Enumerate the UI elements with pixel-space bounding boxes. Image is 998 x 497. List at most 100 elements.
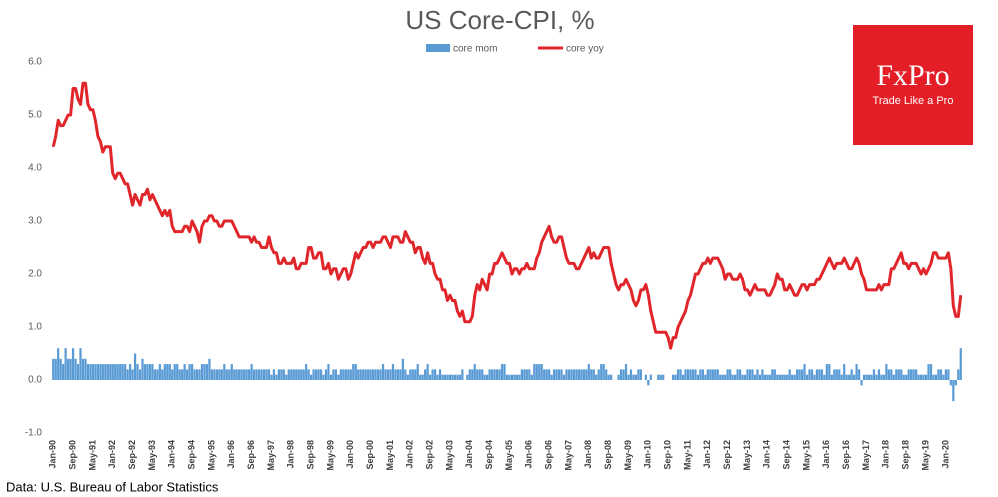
x-tick-label: May-95 — [206, 440, 216, 471]
bar — [587, 364, 590, 380]
bar — [830, 374, 833, 380]
bar — [768, 374, 771, 380]
bar — [753, 374, 757, 380]
bar — [486, 374, 489, 380]
x-tick-label: May-17 — [861, 440, 871, 471]
bar — [704, 374, 707, 380]
bar — [887, 369, 890, 380]
bar — [575, 369, 578, 380]
bar — [897, 369, 900, 380]
bar — [629, 369, 633, 380]
x-tick-label: Jan-04 — [464, 440, 474, 469]
bar — [275, 374, 278, 380]
bar — [706, 369, 709, 380]
bar — [329, 374, 333, 380]
x-tick-label: Sep-90 — [67, 440, 77, 470]
bar — [890, 369, 893, 380]
bar — [188, 364, 191, 380]
bar — [233, 369, 236, 380]
bar — [959, 348, 962, 380]
bar — [530, 374, 533, 380]
bar — [148, 364, 152, 380]
bar — [686, 369, 690, 380]
bar — [230, 364, 233, 380]
bar — [644, 374, 647, 380]
bar — [86, 364, 90, 380]
bar — [94, 364, 97, 380]
x-tick-label: Jan-98 — [286, 440, 296, 469]
bar — [421, 374, 424, 380]
y-tick-label: -1.0 — [25, 428, 43, 439]
bar — [520, 369, 523, 380]
bar — [934, 374, 938, 380]
bar — [622, 369, 625, 380]
bar — [128, 364, 132, 380]
bar — [510, 374, 514, 380]
x-tick-label: Jan-18 — [881, 440, 891, 469]
bar — [59, 358, 62, 380]
bar — [818, 369, 821, 380]
bar — [942, 374, 945, 380]
bar — [277, 369, 280, 380]
bar — [850, 369, 853, 380]
bar — [798, 369, 801, 380]
bar — [429, 374, 432, 380]
legend-label: core mom — [453, 44, 497, 55]
bar — [466, 374, 469, 380]
bar — [674, 374, 677, 380]
logo-brand: FxPro — [876, 59, 949, 92]
x-tick-label: Jan-10 — [643, 440, 653, 469]
bar — [689, 369, 692, 380]
bar — [659, 374, 662, 380]
bar — [882, 374, 886, 380]
bar — [389, 369, 392, 380]
bar — [190, 364, 194, 380]
bar — [746, 369, 749, 380]
bar — [114, 364, 117, 380]
bar — [342, 369, 345, 380]
bar — [76, 364, 80, 380]
bar — [513, 374, 516, 380]
bar — [647, 380, 650, 386]
bar — [800, 369, 804, 380]
bar — [379, 369, 382, 380]
bar — [895, 369, 898, 380]
bar — [927, 364, 930, 380]
bar — [649, 374, 652, 380]
bar — [436, 374, 439, 380]
x-tick-label: Jan-20 — [940, 440, 950, 469]
bar — [210, 369, 214, 380]
bar — [344, 369, 347, 380]
bar — [352, 364, 355, 380]
bar — [376, 369, 380, 380]
logo-tagline: Trade Like a Pro — [873, 95, 954, 107]
bar — [62, 364, 65, 380]
bar — [699, 369, 702, 380]
bar — [433, 369, 437, 380]
bar — [919, 374, 923, 380]
bar — [406, 374, 409, 380]
bar — [892, 374, 895, 380]
bar — [200, 364, 204, 380]
bar — [781, 374, 784, 380]
bar — [617, 374, 620, 380]
y-tick-label: 0.0 — [28, 375, 42, 386]
x-tick-label: May-91 — [87, 440, 97, 471]
bar — [793, 374, 796, 380]
bar — [870, 374, 873, 380]
bar — [124, 364, 127, 380]
bar — [500, 364, 504, 380]
bar — [944, 369, 947, 380]
x-tick-label: Jan-90 — [48, 440, 58, 469]
bar — [186, 369, 189, 380]
x-tick-label: Jan-02 — [405, 440, 415, 469]
bar — [195, 369, 199, 380]
bar — [109, 364, 112, 380]
bar — [808, 369, 811, 380]
bar — [503, 364, 506, 380]
bar — [362, 369, 365, 380]
bar — [399, 369, 402, 380]
bar — [637, 369, 640, 380]
bar — [307, 369, 310, 380]
bar — [815, 369, 819, 380]
